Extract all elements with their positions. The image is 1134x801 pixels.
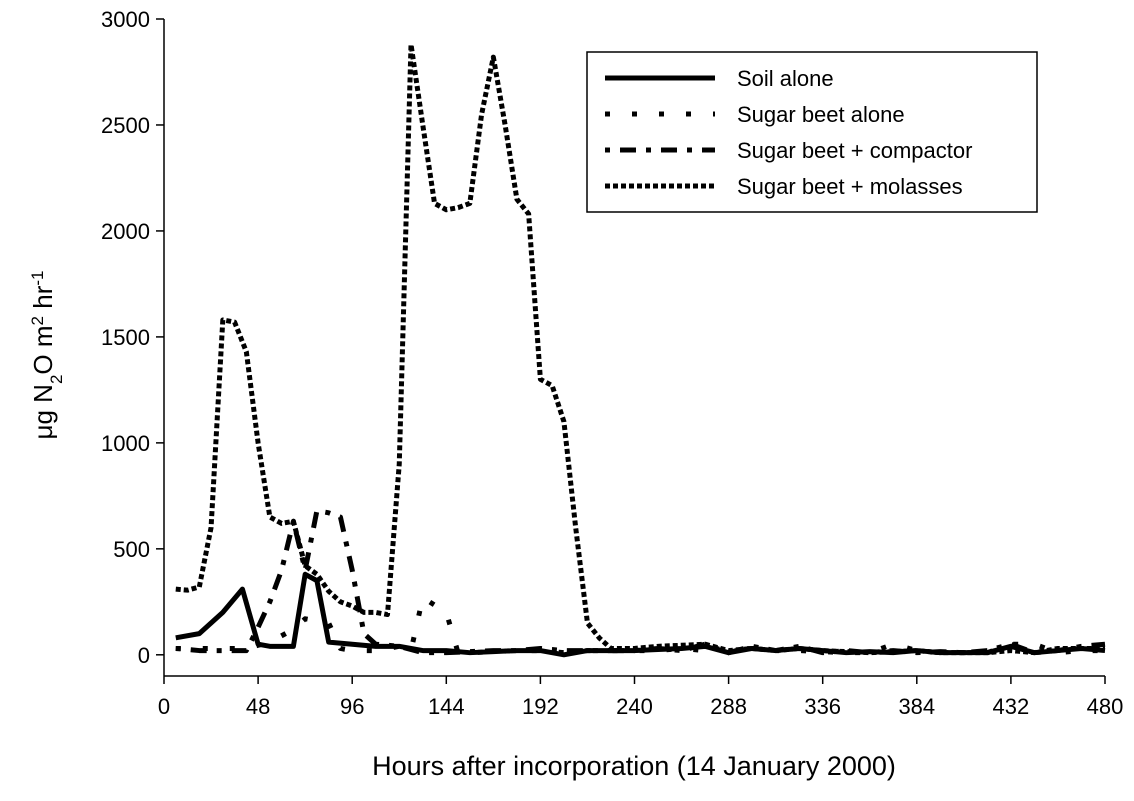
y-tick-label: 0: [138, 643, 150, 668]
legend-label: Sugar beet alone: [737, 102, 905, 127]
y-label-part: O m: [28, 325, 58, 374]
series-line: [175, 571, 1106, 658]
x-tick-label: 240: [616, 694, 653, 719]
x-tick-label: 192: [522, 694, 559, 719]
x-tick-label: 48: [246, 694, 270, 719]
y-tick-label: 500: [113, 537, 150, 562]
x-tick-label: 336: [804, 694, 841, 719]
y-tick-label: 3000: [101, 7, 150, 32]
y-label-part: hr: [28, 285, 58, 316]
y-tick-label: 1500: [101, 325, 150, 350]
legend-label: Soil alone: [737, 66, 834, 91]
legend-label: Sugar beet + compactor: [737, 138, 972, 163]
y-label-sub: 2: [47, 375, 66, 384]
y-tick-label: 2500: [101, 113, 150, 138]
x-tick-label: 288: [710, 694, 747, 719]
x-tick-label: 384: [898, 694, 935, 719]
y-tick-label: 2000: [101, 219, 150, 244]
series-line: [175, 595, 1105, 656]
x-tick-label: 0: [158, 694, 170, 719]
x-tick-label: 96: [340, 694, 364, 719]
series-line: [175, 41, 1105, 656]
legend-label: Sugar beet + molasses: [737, 174, 963, 199]
y-label-part: μg N: [28, 384, 58, 439]
x-tick-label: 144: [428, 694, 465, 719]
x-axis-label: Hours after incorporation (14 January 20…: [372, 751, 896, 781]
y-label-sup: 2: [28, 316, 47, 325]
x-tick-label: 480: [1087, 694, 1124, 719]
y-label-sup: -1: [28, 271, 47, 286]
y-tick-label: 1000: [101, 431, 150, 456]
y-axis-label: μg N2O m2 hr-1: [28, 271, 66, 440]
x-tick-label: 432: [993, 694, 1030, 719]
